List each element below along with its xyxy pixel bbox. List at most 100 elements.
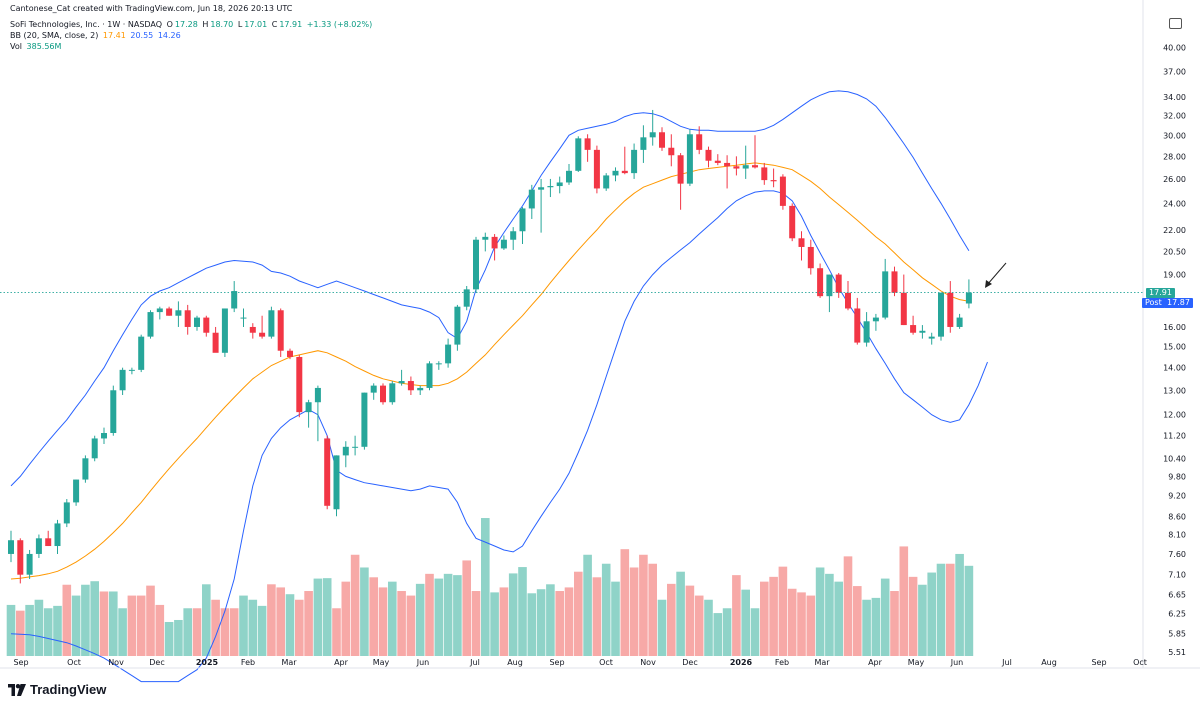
candle bbox=[668, 134, 675, 167]
candle-body bbox=[677, 155, 684, 184]
volume-bar bbox=[918, 584, 927, 656]
legend-volume[interactable]: Vol 385.56M bbox=[10, 42, 63, 51]
candle-body bbox=[259, 332, 266, 337]
candle bbox=[352, 435, 359, 456]
volume-bar bbox=[425, 573, 434, 656]
candle-body bbox=[938, 292, 944, 337]
candle-body bbox=[435, 363, 442, 365]
legend-bollinger[interactable]: BB (20, SMA, close, 2) 17.41 20.55 14.26 bbox=[10, 31, 183, 40]
candle bbox=[398, 369, 405, 386]
candle-body bbox=[91, 438, 98, 459]
tradingview-logo[interactable]: TradingView bbox=[8, 682, 106, 697]
vol-value: 385.56M bbox=[26, 42, 62, 51]
volume-bar bbox=[527, 593, 537, 656]
candle-body bbox=[212, 332, 219, 353]
price-tick-label: 10.40 bbox=[1163, 454, 1186, 463]
volume-bar bbox=[239, 595, 248, 656]
candle-body bbox=[342, 446, 349, 456]
volume-bar bbox=[648, 563, 657, 656]
symbol-label[interactable]: SoFi Technologies, Inc. · 1W · NASDAQ bbox=[10, 20, 163, 29]
candle-body bbox=[575, 138, 582, 171]
candle-body bbox=[528, 189, 535, 209]
candle bbox=[380, 383, 386, 405]
candle bbox=[491, 234, 498, 261]
volume-bar bbox=[825, 573, 834, 656]
candle-body bbox=[779, 176, 786, 206]
candle bbox=[659, 127, 665, 151]
candle-body bbox=[500, 239, 507, 249]
chart-settings-icon[interactable] bbox=[1169, 18, 1182, 29]
volume-bar bbox=[164, 621, 174, 656]
price-tick-label: 12.00 bbox=[1163, 411, 1186, 420]
time-tick-label: Oct bbox=[67, 658, 81, 667]
candle bbox=[584, 134, 591, 162]
time-tick-label: Sep bbox=[1091, 658, 1106, 667]
candle bbox=[817, 263, 824, 298]
time-tick-label: Jul bbox=[469, 658, 480, 667]
candle bbox=[500, 235, 507, 250]
candle-body bbox=[417, 387, 424, 391]
candle bbox=[649, 109, 656, 146]
volume-bar bbox=[741, 589, 750, 656]
candle-body bbox=[26, 553, 33, 575]
volume-bar bbox=[415, 583, 425, 656]
high-value: 18.70 bbox=[210, 20, 234, 29]
volume-bar bbox=[667, 583, 676, 656]
candle-body bbox=[900, 292, 907, 326]
candle bbox=[900, 274, 907, 326]
candle-body bbox=[872, 317, 879, 322]
volume-bar bbox=[732, 575, 741, 656]
candle bbox=[445, 338, 452, 368]
candle-body bbox=[491, 236, 498, 249]
candle bbox=[835, 272, 842, 298]
annotation-arrow bbox=[985, 262, 1007, 288]
price-axis[interactable]: 40.00 37.00 34.00 32.00 30.00 28.00 26.00 24.00… bbox=[1163, 44, 1186, 657]
candle bbox=[677, 153, 684, 210]
price-tick-label: 8.60 bbox=[1168, 512, 1186, 521]
candle bbox=[696, 126, 703, 155]
price-tick-label: 22.00 bbox=[1163, 226, 1186, 235]
candle bbox=[426, 361, 433, 391]
bb-lower-line bbox=[10, 190, 988, 683]
volume-bar bbox=[202, 584, 211, 656]
time-tick-label: Aug bbox=[507, 658, 523, 667]
candle bbox=[305, 399, 312, 428]
candlesticks bbox=[8, 109, 972, 584]
candle-body bbox=[240, 317, 247, 319]
candle bbox=[333, 455, 340, 517]
candle-body bbox=[324, 438, 331, 506]
candle-body bbox=[882, 271, 889, 318]
candle bbox=[370, 383, 377, 400]
volume-bar bbox=[843, 556, 853, 656]
volume-bar bbox=[155, 604, 165, 656]
volume-bar bbox=[499, 587, 509, 656]
volume-bar bbox=[174, 619, 183, 656]
volume-bar bbox=[62, 584, 72, 656]
time-tick-label: Sep bbox=[13, 658, 28, 667]
candle bbox=[259, 315, 266, 339]
candle-body bbox=[361, 392, 368, 447]
candle bbox=[854, 297, 861, 345]
candle bbox=[603, 173, 610, 191]
candle-body bbox=[45, 538, 52, 547]
candle-body bbox=[305, 402, 312, 413]
candle bbox=[612, 167, 619, 182]
candle bbox=[73, 479, 80, 506]
candle bbox=[45, 530, 52, 547]
volume-bar bbox=[574, 571, 583, 656]
volume-bar bbox=[620, 549, 630, 656]
time-axis[interactable]: Sep Oct Nov Dec 2025 Feb Mar Apr May Jun Jul Aug Sep… bbox=[13, 658, 1146, 667]
candle-body bbox=[314, 387, 321, 403]
candle-body bbox=[603, 175, 610, 189]
volume-bar bbox=[769, 576, 778, 656]
candle bbox=[770, 168, 777, 188]
volume-bar bbox=[639, 554, 648, 656]
candle bbox=[221, 308, 228, 357]
candle bbox=[249, 323, 256, 339]
candle bbox=[938, 292, 944, 341]
candle bbox=[277, 308, 284, 357]
candle bbox=[17, 538, 24, 584]
time-tick-label: Nov bbox=[640, 658, 656, 667]
volume-bar bbox=[583, 554, 592, 656]
